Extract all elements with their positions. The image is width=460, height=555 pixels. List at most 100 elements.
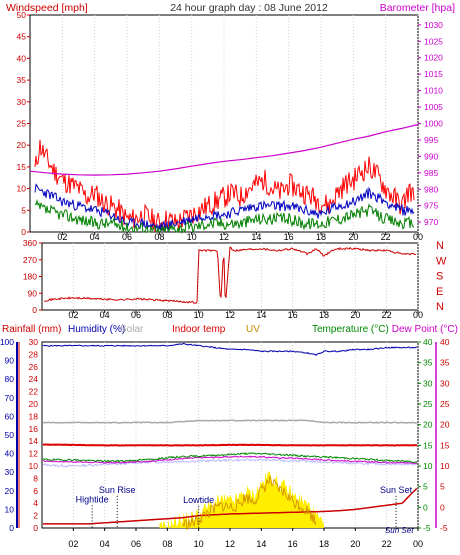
baro-y-tick-label: 1020: [424, 53, 443, 63]
wind-y-tick-label: 50: [17, 10, 27, 20]
direction-x-tick-label: 20: [350, 310, 360, 320]
baro-y-tick-label: 970: [424, 217, 438, 227]
dew-y-tick-label: 0: [440, 502, 445, 512]
baro-y-tick-label: 1030: [424, 20, 443, 30]
temp-y-tick-label: 25: [423, 399, 433, 409]
uv-solar-area: [159, 471, 324, 528]
wind-x-tick-label: 16: [284, 232, 294, 242]
wind-y-tick-label: 20: [17, 140, 27, 150]
wind-y-tick-label: 25: [17, 119, 27, 129]
solar-legend: Solar: [120, 324, 144, 335]
temperature-x-tick-label: 02: [68, 539, 78, 549]
temp-y-tick-label: 10: [423, 461, 433, 471]
temperature-series-line: [42, 452, 418, 463]
baro-y-tick-label: 1005: [424, 102, 443, 112]
wind-axis-title: Windspeed [mph]: [6, 2, 88, 14]
rainfall-series-line: [43, 488, 418, 525]
wind-x-tick-label: 00: [413, 232, 423, 242]
wind-y-tick-label: 30: [17, 97, 27, 107]
humidity-y-tick-label: 24: [29, 374, 39, 384]
temperature-x-tick-label: 20: [350, 539, 360, 549]
avg-wind-series-line: [34, 183, 415, 232]
humidity-y-tick-label: 28: [29, 349, 39, 359]
direction-x-tick-label: 22: [382, 310, 392, 320]
temperature-x-tick-label: 06: [131, 539, 141, 549]
temperature-x-tick-label: 04: [100, 539, 110, 549]
direction-x-tick-label: 10: [194, 310, 204, 320]
rain-y-tick-label: 0: [9, 523, 14, 533]
baro-y-tick-label: 995: [424, 135, 438, 145]
humidity-low-series-line: [42, 458, 418, 468]
wind-y-tick-label: 40: [17, 53, 27, 63]
rain-y-tick-label: 40: [5, 449, 15, 459]
baro-y-tick-label: 1010: [424, 86, 443, 96]
baro-y-tick-label: 1025: [424, 36, 443, 46]
direction-x-tick-label: 16: [288, 310, 298, 320]
calm-wind-series-line: [34, 198, 415, 234]
dew-y-tick-label: 30: [440, 378, 450, 388]
dew-y-tick-label: 20: [440, 420, 450, 430]
temperature-x-tick-label: 16: [288, 539, 298, 549]
direction-x-tick-label: 00: [413, 310, 423, 320]
temperature-x-tick-label: 00: [413, 539, 423, 549]
wind-x-tick-label: 04: [90, 232, 100, 242]
compass-label: N: [436, 301, 444, 313]
humidity-y-tick-label: 30: [29, 337, 39, 347]
direction-y-tick-label: 360: [23, 238, 37, 248]
temp-y-tick-label: 30: [423, 378, 433, 388]
direction-x-tick-label: 06: [131, 310, 141, 320]
wind-y-tick-label: 35: [17, 75, 27, 85]
indoor-temp-series-line: [42, 443, 418, 447]
direction-x-tick-label: 04: [100, 310, 110, 320]
humidity-y-tick-label: 4: [33, 498, 38, 508]
compass-label: W: [436, 255, 447, 267]
rain-y-tick-label: 50: [5, 430, 15, 440]
rain-y-tick-label: 70: [5, 393, 15, 403]
direction-x-tick-label: 18: [319, 310, 329, 320]
temperature-x-tick-label: 08: [162, 539, 172, 549]
baro-axis-title: Barometer [hpa]: [380, 2, 455, 14]
dew-y-tick-label: 25: [440, 399, 450, 409]
temp-y-tick-label: 15: [423, 440, 433, 450]
rain-axis-title: Rainfall (mm): [2, 324, 61, 335]
wind-x-tick-label: 20: [348, 232, 358, 242]
humidity-y-tick-label: 6: [33, 486, 38, 496]
rain-y-tick-label: 10: [5, 504, 15, 514]
baro-y-tick-label: 1015: [424, 69, 443, 79]
wind-y-tick-label: 15: [17, 162, 27, 172]
humidity-series-line: [42, 342, 418, 357]
compass-label: N: [436, 240, 444, 252]
temperature-x-tick-label: 12: [225, 539, 235, 549]
wind-x-tick-label: 10: [187, 232, 197, 242]
temperature-x-tick-label: 18: [319, 539, 329, 549]
direction-y-tick-label: 270: [23, 255, 37, 265]
rain-y-tick-label: 60: [5, 411, 15, 421]
humidity-axis-title: Humidity (%): [68, 324, 125, 335]
direction-x-tick-label: 02: [68, 310, 78, 320]
humidity-y-tick-label: 20: [29, 399, 39, 409]
wind-y-tick-label: 10: [17, 184, 27, 194]
dew-y-tick-label: 15: [440, 440, 450, 450]
humidity-y-tick-label: 16: [29, 424, 39, 434]
compass-label: E: [436, 286, 443, 298]
direction-y-tick-label: 0: [32, 305, 37, 315]
temp-y-tick-label: 20: [423, 420, 433, 430]
rain-y-tick-label: 80: [5, 374, 15, 384]
annotation-label: Sun Set: [385, 526, 414, 535]
baro-y-tick-label: 980: [424, 184, 438, 194]
direction-y-tick-label: 90: [28, 288, 38, 298]
indoor-legend: Indoor temp: [172, 324, 226, 335]
baro-y-tick-label: 990: [424, 151, 438, 161]
baro-y-tick-label: 1000: [424, 119, 443, 129]
humidity-y-tick-label: 14: [29, 436, 39, 446]
temp-y-tick-label: 35: [423, 358, 433, 368]
uv-index-series-line: [182, 475, 317, 531]
direction-x-tick-label: 08: [162, 310, 172, 320]
uv-legend: UV: [246, 324, 260, 335]
temp-y-tick-label: 0: [423, 502, 428, 512]
compass-label: S: [436, 271, 443, 283]
temp-y-tick-label: 40: [423, 337, 433, 347]
wind-y-tick-label: 45: [17, 32, 27, 42]
humidity-y-tick-label: 0: [33, 523, 38, 533]
